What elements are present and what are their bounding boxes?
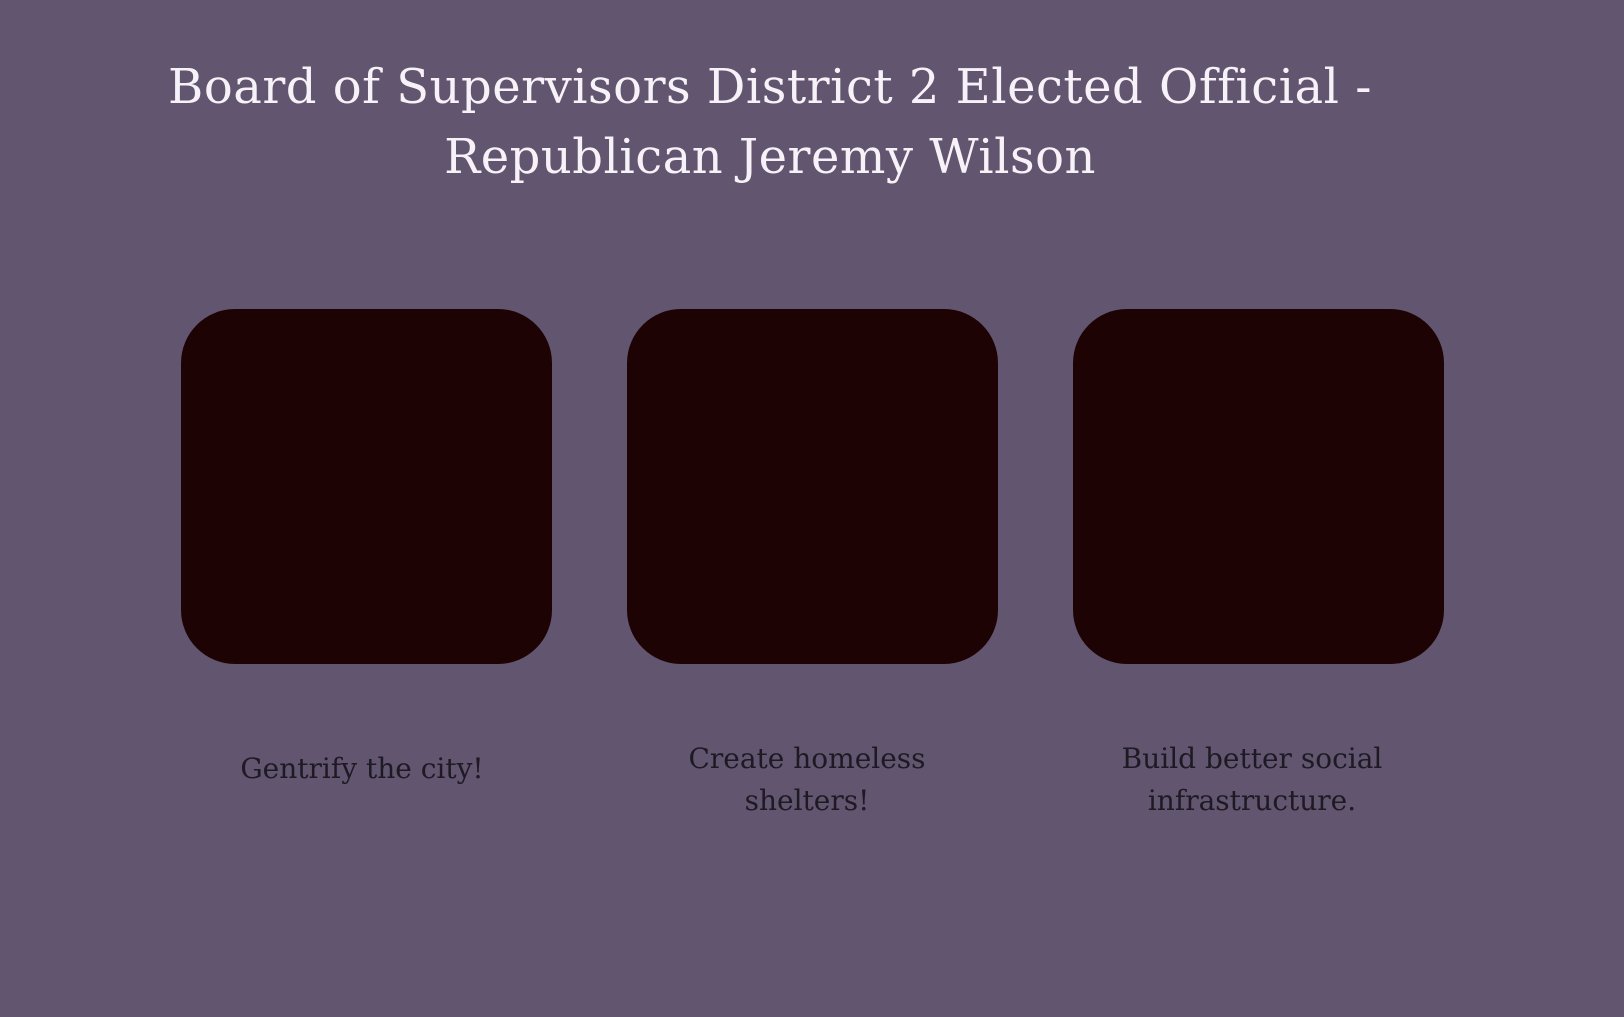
policy-caption-2-line-2: shelters!: [744, 784, 870, 817]
page-title-line-2: Republican Jeremy Wilson: [444, 129, 1096, 185]
policy-caption-3: Build better social infrastructure.: [1092, 738, 1412, 822]
policy-caption-2-line-1: Create homeless: [688, 742, 926, 775]
page-title-line-1: Board of Supervisors District 2 Elected …: [168, 59, 1372, 115]
policy-card-3[interactable]: [1073, 309, 1444, 664]
page-title: Board of Supervisors District 2 Elected …: [160, 52, 1380, 192]
policy-card-2[interactable]: [627, 309, 998, 664]
policy-caption-3-line-1: Build better social: [1121, 742, 1383, 775]
policy-caption-1: Gentrify the city!: [202, 748, 522, 790]
policy-caption-3-line-2: infrastructure.: [1147, 784, 1357, 817]
policy-caption-2: Create homeless shelters!: [647, 738, 967, 822]
policy-caption-1-text: Gentrify the city!: [240, 752, 484, 785]
policy-card-1[interactable]: [181, 309, 552, 664]
